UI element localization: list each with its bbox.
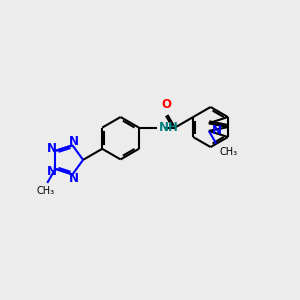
Text: NH: NH (159, 121, 178, 134)
Text: N: N (69, 172, 79, 185)
Text: CH₃: CH₃ (37, 186, 55, 197)
Text: CH₃: CH₃ (219, 147, 237, 157)
Text: N: N (212, 124, 222, 137)
Text: O: O (161, 98, 171, 111)
Text: N: N (47, 142, 57, 155)
Text: N: N (69, 135, 79, 148)
Text: N: N (47, 165, 57, 178)
